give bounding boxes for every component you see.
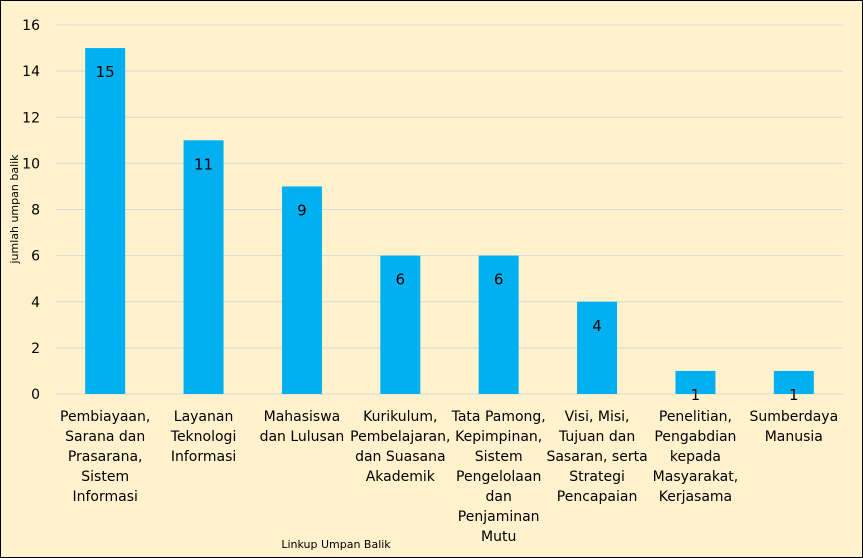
x-category-label: Sumberdaya Manusia (749, 409, 838, 445)
bar (380, 255, 421, 394)
bar (183, 140, 224, 394)
x-axis-categories: Pembiayaan, Sarana dan Prasarana, Sistem Inf… (60, 409, 838, 545)
bar (478, 255, 519, 394)
bar (281, 186, 322, 394)
bars (85, 48, 814, 394)
data-label: 6 (396, 271, 406, 289)
y-tick-label: 12 (22, 110, 40, 126)
y-tick-label: 2 (31, 341, 40, 357)
y-tick-label: 16 (22, 18, 40, 34)
data-label: 9 (297, 201, 307, 219)
data-label: 4 (592, 317, 602, 335)
data-label: 11 (194, 155, 213, 173)
y-tick-label: 4 (31, 295, 40, 311)
bar (773, 370, 814, 394)
y-axis-title: jumlah umpan balik (8, 154, 21, 265)
y-tick-label: 8 (31, 203, 40, 219)
x-category-label: Tata Pamong, Kepimpinan, Sistem Pengelolaan… (451, 409, 546, 545)
x-category-label: Layanan Teknologi Informasi (170, 409, 237, 465)
data-label: 1 (789, 386, 799, 404)
x-category-label: Penelitian, Pengabdian kepada Masyarakat, Ke… (653, 409, 739, 505)
x-category-label: Kurikulum, Pembelajaran, dan Suasana Akadem… (350, 409, 450, 485)
x-axis-title: Linkup Umpan Balik (281, 538, 391, 551)
bar (675, 370, 716, 394)
data-label: 6 (494, 271, 504, 289)
data-label: 1 (691, 386, 701, 404)
y-axis-ticks: 0 2 4 6 8 10 12 14 16 (22, 18, 40, 403)
y-tick-label: 10 (22, 156, 40, 172)
gridlines (56, 24, 843, 395)
y-tick-label: 14 (22, 64, 40, 80)
x-category-label: Pembiayaan, Sarana dan Prasarana, Sistem Inf… (60, 409, 150, 505)
bar (577, 301, 618, 394)
y-tick-label: 6 (31, 249, 40, 265)
x-category-label: Mahasiswa dan Lulusan (260, 409, 345, 445)
data-label: 15 (96, 63, 115, 81)
y-tick-label: 0 (31, 387, 40, 403)
bar (85, 48, 126, 394)
x-category-label: Visi, Misi, Tujuan dan Sasaran, serta Strat… (546, 409, 647, 505)
